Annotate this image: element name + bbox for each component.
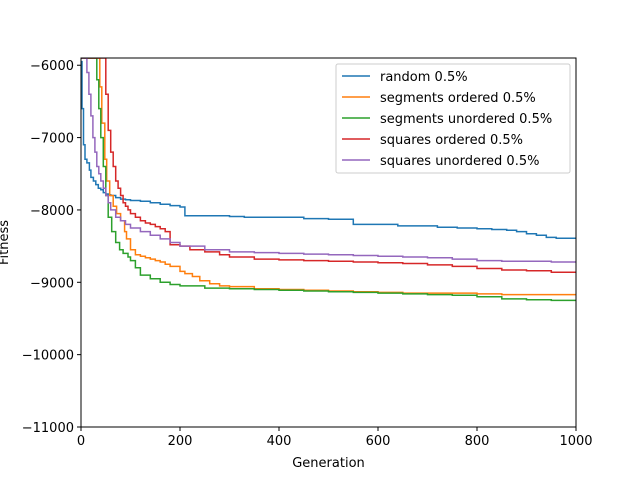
x-tick-label: 200	[168, 434, 193, 449]
y-tick-label: −7000	[30, 132, 74, 147]
x-tick-label: 600	[366, 434, 391, 449]
legend-label: segments ordered 0.5%	[380, 91, 536, 106]
y-tick-label: −11000	[22, 421, 74, 436]
legend-label: random 0.5%	[380, 70, 468, 85]
x-tick-label: 800	[465, 434, 490, 449]
x-axis-label: Generation	[292, 456, 365, 471]
y-axis: −11000 −10000 −9000 −8000 −7000 −6000	[22, 59, 81, 436]
y-tick-label: −8000	[30, 204, 74, 219]
plot-frame	[80, 57, 577, 428]
series-line-4	[81, 58, 576, 273]
legend-label: squares ordered 0.5%	[380, 133, 523, 148]
y-tick-label: −9000	[30, 276, 74, 291]
x-tick-label: 1000	[559, 434, 592, 449]
legend-box	[335, 63, 571, 174]
legend-label: squares unordered 0.5%	[380, 154, 539, 169]
series-line-5	[81, 58, 576, 263]
legend: random 0.5% segments ordered 0.5% segments…	[335, 63, 571, 174]
y-axis-label: Fitness	[0, 220, 12, 265]
x-tick-label: 400	[267, 434, 292, 449]
series-layer	[81, 58, 576, 302]
y-tick-label: −6000	[30, 59, 74, 74]
x-tick-label: 0	[77, 434, 85, 449]
x-axis: 0 200 400 600 800 1000	[77, 427, 593, 449]
series-line-1	[81, 60, 576, 239]
legend-label: segments unordered 0.5%	[380, 112, 552, 127]
y-tick-label: −10000	[22, 349, 74, 364]
